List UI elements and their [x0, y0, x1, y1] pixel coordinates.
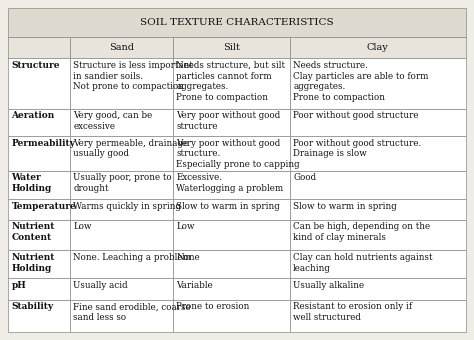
- Bar: [290, 136, 466, 171]
- Text: Clay can hold nutrients against
leaching: Clay can hold nutrients against leaching: [293, 253, 433, 273]
- Text: Nutrient
Holding: Nutrient Holding: [11, 253, 55, 273]
- Bar: [8, 136, 70, 171]
- Bar: [8, 278, 70, 300]
- Text: Structure is less important
in sandier soils.
Not prone to compaction: Structure is less important in sandier s…: [73, 61, 193, 91]
- Bar: [8, 220, 70, 250]
- Text: Stability: Stability: [11, 303, 54, 311]
- Bar: [173, 220, 290, 250]
- Bar: [173, 108, 290, 136]
- Text: Fine sand erodible, coarse
sand less so: Fine sand erodible, coarse sand less so: [73, 303, 191, 322]
- Text: Needs structure.
Clay particles are able to form
aggregates.
Prone to compaction: Needs structure. Clay particles are able…: [293, 61, 428, 102]
- Bar: [70, 58, 173, 108]
- Text: pH: pH: [11, 281, 26, 290]
- Bar: [290, 278, 466, 300]
- Text: Variable: Variable: [176, 281, 213, 290]
- Bar: [70, 108, 173, 136]
- Text: Permeability: Permeability: [11, 138, 75, 148]
- Text: Nutrient
Content: Nutrient Content: [11, 222, 55, 242]
- Text: Clay: Clay: [367, 43, 389, 52]
- Bar: [173, 199, 290, 220]
- Text: None: None: [176, 253, 200, 262]
- Text: Usually alkaline: Usually alkaline: [293, 281, 365, 290]
- Text: None. Leaching a problem: None. Leaching a problem: [73, 253, 191, 262]
- Text: Very permeable, drainage
usually good: Very permeable, drainage usually good: [73, 138, 189, 158]
- Text: Warms quickly in spring: Warms quickly in spring: [73, 202, 182, 211]
- Bar: [8, 250, 70, 278]
- Text: Silt: Silt: [223, 43, 240, 52]
- Bar: [70, 278, 173, 300]
- Text: Resistant to erosion only if
well structured: Resistant to erosion only if well struct…: [293, 303, 412, 322]
- Text: SOIL TEXTURE CHARACTERISTICS: SOIL TEXTURE CHARACTERISTICS: [140, 18, 334, 27]
- Bar: [290, 171, 466, 199]
- Bar: [8, 108, 70, 136]
- Bar: [70, 37, 173, 58]
- Text: Usually poor, prone to
drought: Usually poor, prone to drought: [73, 173, 172, 193]
- Bar: [8, 171, 70, 199]
- Bar: [8, 8, 466, 37]
- Bar: [290, 58, 466, 108]
- Text: Prone to erosion: Prone to erosion: [176, 303, 250, 311]
- Text: Aeration: Aeration: [11, 111, 55, 120]
- Text: Temperature: Temperature: [11, 202, 76, 211]
- Text: Structure: Structure: [11, 61, 60, 70]
- Bar: [173, 250, 290, 278]
- Bar: [173, 278, 290, 300]
- Bar: [70, 171, 173, 199]
- Text: Very good, can be
excessive: Very good, can be excessive: [73, 111, 153, 131]
- Text: Good: Good: [293, 173, 316, 182]
- Bar: [8, 300, 70, 332]
- Text: Usually acid: Usually acid: [73, 281, 128, 290]
- Bar: [70, 300, 173, 332]
- Text: Sand: Sand: [109, 43, 134, 52]
- Bar: [290, 199, 466, 220]
- Bar: [290, 108, 466, 136]
- Bar: [290, 220, 466, 250]
- Text: Can be high, depending on the
kind of clay minerals: Can be high, depending on the kind of cl…: [293, 222, 430, 242]
- Bar: [8, 58, 70, 108]
- Text: Very poor without good
structure.
Especially prone to capping: Very poor without good structure. Especi…: [176, 138, 300, 169]
- Bar: [173, 300, 290, 332]
- Bar: [290, 250, 466, 278]
- Bar: [173, 58, 290, 108]
- Text: Needs structure, but silt
particles cannot form
aggregates.
Prone to compaction: Needs structure, but silt particles cann…: [176, 61, 285, 102]
- Text: Low: Low: [176, 222, 195, 231]
- Bar: [70, 136, 173, 171]
- Bar: [8, 199, 70, 220]
- Text: Low: Low: [73, 222, 92, 231]
- Text: Slow to warm in spring: Slow to warm in spring: [293, 202, 397, 211]
- Bar: [8, 37, 70, 58]
- Text: Water
Holding: Water Holding: [11, 173, 52, 193]
- Text: Poor without good structure: Poor without good structure: [293, 111, 419, 120]
- Bar: [173, 171, 290, 199]
- Text: Excessive.
Waterlogging a problem: Excessive. Waterlogging a problem: [176, 173, 283, 193]
- Text: Poor without good structure.
Drainage is slow: Poor without good structure. Drainage is…: [293, 138, 421, 158]
- Bar: [70, 250, 173, 278]
- Bar: [290, 300, 466, 332]
- Bar: [173, 37, 290, 58]
- Text: Very poor without good
structure: Very poor without good structure: [176, 111, 281, 131]
- Bar: [70, 220, 173, 250]
- Bar: [70, 199, 173, 220]
- Text: Slow to warm in spring: Slow to warm in spring: [176, 202, 280, 211]
- Bar: [173, 136, 290, 171]
- Bar: [290, 37, 466, 58]
